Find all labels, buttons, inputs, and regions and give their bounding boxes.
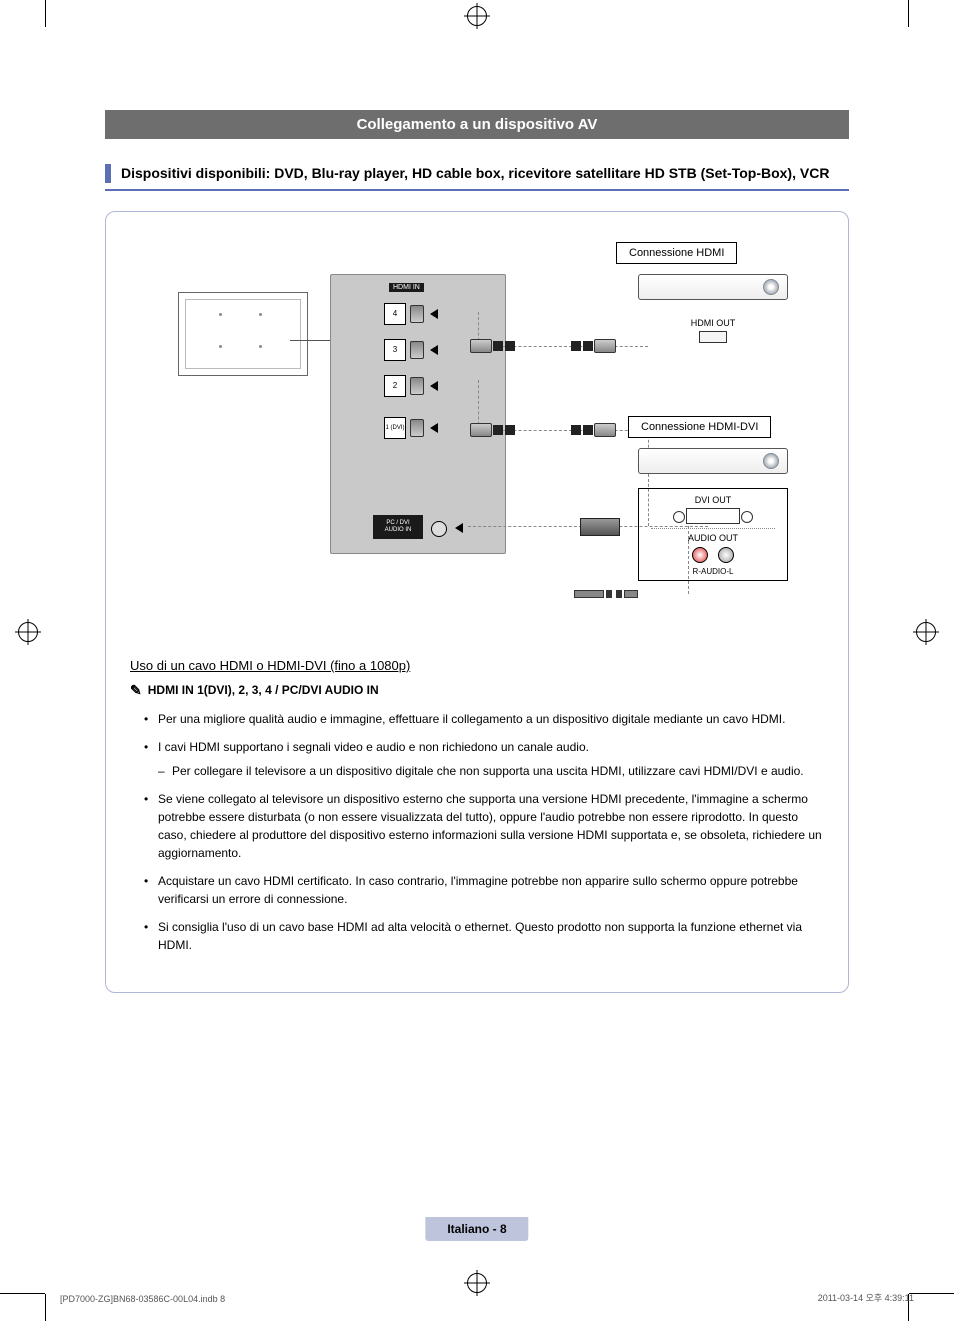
hdmi-port-1-dvi: 1 (DVI) — [384, 415, 470, 441]
list-item-text: I cavi HDMI supportano i segnali video e… — [158, 740, 589, 754]
player-icon — [638, 274, 788, 300]
hdmi-device: HDMI OUT — [638, 274, 788, 346]
crop-mark — [45, 0, 46, 27]
page-number: Italiano - 8 — [425, 1217, 528, 1241]
dvi-out-label: DVI OUT — [643, 495, 783, 505]
hdmi-port-icon — [410, 305, 424, 323]
audio-out-label: AUDIO OUT — [643, 533, 783, 543]
list-item: Se viene collegato al televisore un disp… — [158, 790, 824, 862]
list-item: Per una migliore qualità audio e immagin… — [158, 710, 824, 728]
rca-jacks — [643, 547, 783, 563]
port-number: 4 — [384, 303, 406, 325]
registration-mark-icon — [467, 6, 487, 26]
section-title: Collegamento a un dispositivo AV — [105, 110, 849, 139]
sub-header: Dispositivi disponibili: DVD, Blu-ray pl… — [105, 164, 849, 191]
hdmi-out-label: HDMI OUT — [638, 318, 788, 328]
footer-filename: [PD7000-ZG]BN68-03586C-00L04.indb 8 — [60, 1294, 225, 1304]
sub-header-text: Dispositivi disponibili: DVD, Blu-ray pl… — [121, 164, 829, 183]
page-content: Collegamento a un dispositivo AV Disposi… — [105, 100, 849, 1251]
footer-timestamp: 2011-03-14 오후 4:39:11 — [818, 1291, 914, 1304]
crop-mark — [45, 1294, 46, 1321]
bullet-list: Per una migliore qualità audio e immagin… — [130, 710, 824, 954]
crop-mark — [908, 0, 909, 27]
diagram-box: HDMI IN 4 3 2 1 (DVI) — [105, 211, 849, 993]
port-number: 2 — [384, 375, 406, 397]
hdmi-port-4: 4 — [384, 301, 470, 327]
disc-icon — [763, 453, 779, 469]
hdmi-cable-plug-icon — [570, 338, 616, 354]
rca-white-icon — [718, 547, 734, 563]
list-item: I cavi HDMI supportano i segnali video e… — [158, 738, 824, 780]
r-audio-l-label: R-AUDIO-L — [643, 567, 783, 576]
pc-dvi-audio-label: PC / DVI AUDIO IN — [373, 515, 423, 539]
hdmi-cable-plug-icon — [470, 338, 516, 354]
port-number: 1 (DVI) — [384, 417, 406, 439]
accent-bar — [105, 164, 111, 183]
hdmi-cable-plug-icon — [570, 422, 616, 438]
port-number: 3 — [384, 339, 406, 361]
tv-icon — [178, 292, 308, 376]
note-icon: ✎ — [130, 682, 142, 699]
connection-diagram: HDMI IN 4 3 2 1 (DVI) — [130, 230, 824, 640]
hdmi-port-icon — [410, 419, 424, 437]
disc-icon — [763, 279, 779, 295]
list-item: Si consiglia l'uso di un cavo base HDMI … — [158, 918, 824, 954]
audio-cable-plug-icon — [616, 590, 638, 598]
hdmi-port-2: 2 — [384, 373, 470, 399]
hdmi-port-3: 3 — [384, 337, 470, 363]
audio-cable-plug-icon — [574, 590, 612, 598]
separator — [651, 528, 775, 529]
arrow-left-icon — [430, 345, 438, 355]
hdmi-cable-plug-icon — [470, 422, 516, 438]
note-heading: ✎ HDMI IN 1(DVI), 2, 3, 4 / PC/DVI AUDIO… — [130, 683, 824, 700]
hdmi-port-icon — [410, 341, 424, 359]
audio-jack-icon — [431, 521, 447, 537]
subsection-title: Uso di un cavo HDMI o HDMI-DVI (fino a 1… — [130, 658, 824, 673]
crop-mark — [0, 1293, 45, 1294]
list-item: Acquistare un cavo HDMI certificato. In … — [158, 872, 824, 908]
hdmi-port-icon — [410, 377, 424, 395]
note-heading-text: HDMI IN 1(DVI), 2, 3, 4 / PC/DVI AUDIO I… — [148, 683, 379, 700]
hdmi-in-label: HDMI IN — [389, 283, 424, 292]
list-item: Per collegare il televisore a un disposi… — [172, 762, 824, 780]
crop-mark — [909, 1293, 954, 1294]
dvi-device: DVI OUT AUDIO OUT R-AUDIO-L — [638, 448, 788, 581]
rca-red-icon — [692, 547, 708, 563]
sub-list: Per collegare il televisore a un disposi… — [158, 762, 824, 780]
hdmi-out-port-icon — [699, 331, 727, 343]
hdmi-dvi-connection-label: Connessione HDMI-DVI — [628, 416, 771, 438]
arrow-left-icon — [430, 381, 438, 391]
player-icon — [638, 448, 788, 474]
dvi-port-icon — [686, 508, 740, 524]
registration-mark-icon — [467, 1273, 487, 1293]
registration-mark-icon — [18, 622, 38, 642]
arrow-left-icon — [430, 423, 438, 433]
hdmi-connection-label: Connessione HDMI — [616, 242, 737, 264]
registration-mark-icon — [916, 622, 936, 642]
dvi-cable-plug-icon — [580, 518, 620, 536]
arrow-left-icon — [430, 309, 438, 319]
arrow-left-icon — [455, 523, 463, 533]
